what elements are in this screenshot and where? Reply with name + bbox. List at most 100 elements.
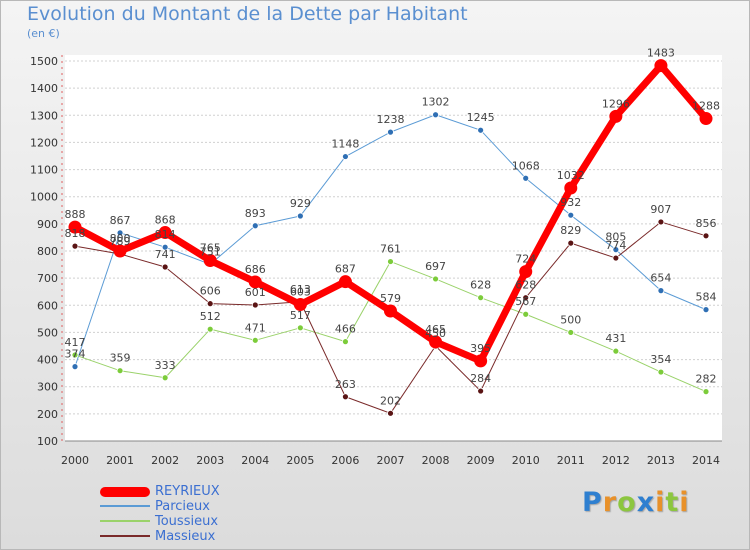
y-tick-label: 600	[37, 299, 58, 312]
unit-label: (en €)	[27, 27, 60, 40]
data-point	[251, 222, 259, 230]
x-tick-label: 2009	[467, 454, 495, 467]
data-label: 512	[200, 310, 221, 323]
data-point	[519, 265, 533, 279]
data-label: 856	[696, 217, 717, 230]
data-label: 584	[696, 291, 717, 304]
data-label: 765	[200, 242, 221, 255]
data-label: 466	[335, 323, 356, 336]
chart-title: Evolution du Montant de la Dette par Hab…	[27, 3, 468, 25]
data-point	[71, 363, 79, 371]
legend-label-massieux: Massieux	[155, 529, 216, 544]
x-tick-label: 2013	[647, 454, 675, 467]
x-tick-label: 2004	[241, 454, 269, 467]
data-label: 628	[515, 279, 536, 292]
data-point	[113, 244, 127, 258]
data-label: 1483	[647, 47, 675, 60]
data-label: 333	[155, 359, 176, 372]
data-label: 1148	[331, 138, 359, 151]
x-tick-label: 2010	[512, 454, 540, 467]
data-label: 263	[335, 378, 356, 391]
data-point	[477, 387, 485, 395]
data-label: 603	[290, 285, 311, 298]
data-label: 805	[605, 231, 626, 244]
data-label: 724	[515, 253, 536, 266]
data-label: 202	[380, 394, 401, 407]
logo-letter: r	[602, 487, 618, 518]
y-tick-label: 200	[37, 408, 58, 421]
legend-item-massieux: Massieux	[100, 529, 300, 544]
data-label: 888	[65, 208, 86, 221]
data-point	[612, 254, 620, 262]
y-tick-label: 500	[37, 326, 58, 339]
y-tick-label: 700	[37, 272, 58, 285]
data-point	[522, 310, 530, 318]
data-label: 359	[110, 352, 131, 365]
data-label: 789	[110, 235, 131, 248]
data-point	[564, 181, 578, 195]
logo-letter: i	[679, 487, 690, 518]
x-tick-label: 2003	[196, 454, 224, 467]
data-point	[116, 229, 124, 237]
y-tick-label: 1200	[30, 136, 58, 149]
data-label: 868	[155, 214, 176, 227]
y-tick-label: 1100	[30, 164, 58, 177]
data-point	[432, 275, 439, 283]
data-label: 628	[470, 279, 491, 292]
data-point	[702, 232, 710, 240]
x-tick-label: 2011	[557, 454, 585, 467]
data-point	[161, 374, 169, 382]
data-point	[567, 329, 575, 336]
legend-swatch-parcieux	[100, 505, 150, 507]
data-label: 1296	[602, 97, 630, 110]
data-label: 517	[290, 309, 311, 322]
data-label: 907	[650, 203, 671, 216]
data-label: 761	[380, 243, 401, 256]
data-label: 431	[605, 332, 626, 345]
y-tick-label: 1500	[30, 55, 58, 68]
data-label: 893	[245, 207, 266, 220]
data-point	[567, 239, 575, 247]
logo-letter: t	[665, 487, 680, 518]
data-label: 567	[515, 295, 536, 308]
data-label: 471	[245, 321, 266, 334]
data-point	[384, 304, 397, 318]
data-point	[657, 218, 665, 226]
data-label: 1302	[422, 96, 450, 109]
logo-letter: x	[636, 487, 656, 518]
data-point	[612, 246, 620, 254]
data-point	[296, 324, 304, 332]
data-point	[522, 294, 530, 302]
data-point	[338, 275, 352, 289]
data-label: 741	[155, 248, 176, 261]
x-tick-label: 2014	[692, 454, 720, 467]
y-tick-label: 1000	[30, 191, 58, 204]
y-tick-label: 1400	[30, 82, 58, 95]
data-label: 465	[425, 323, 446, 336]
data-label: 814	[155, 228, 176, 241]
data-label: 1245	[467, 111, 495, 124]
data-point	[387, 409, 394, 417]
data-label: 818	[65, 227, 86, 240]
x-tick-label: 2000	[61, 454, 89, 467]
legend-label-reyrieux: REYRIEUX	[155, 484, 220, 499]
y-tick-label: 1300	[30, 109, 58, 122]
legend-swatch-toussieux	[100, 520, 150, 522]
legend-item-reyrieux: REYRIEUX	[100, 484, 300, 499]
data-label: 579	[380, 292, 401, 305]
data-point	[567, 211, 575, 219]
data-label: 697	[425, 260, 446, 273]
legend-label-parcieux: Parcieux	[155, 499, 210, 514]
data-point	[342, 153, 349, 160]
x-tick-label: 2002	[151, 454, 179, 467]
logo-letter: o	[617, 487, 637, 518]
data-point	[657, 287, 665, 295]
y-tick-label: 900	[37, 218, 58, 231]
logo-letter: i	[655, 487, 666, 518]
data-point	[203, 254, 217, 267]
data-label: 1238	[377, 113, 405, 126]
data-label: 450	[425, 327, 446, 340]
data-label: 774	[605, 239, 626, 252]
data-label: 395	[470, 342, 491, 355]
data-label: 654	[650, 272, 671, 285]
